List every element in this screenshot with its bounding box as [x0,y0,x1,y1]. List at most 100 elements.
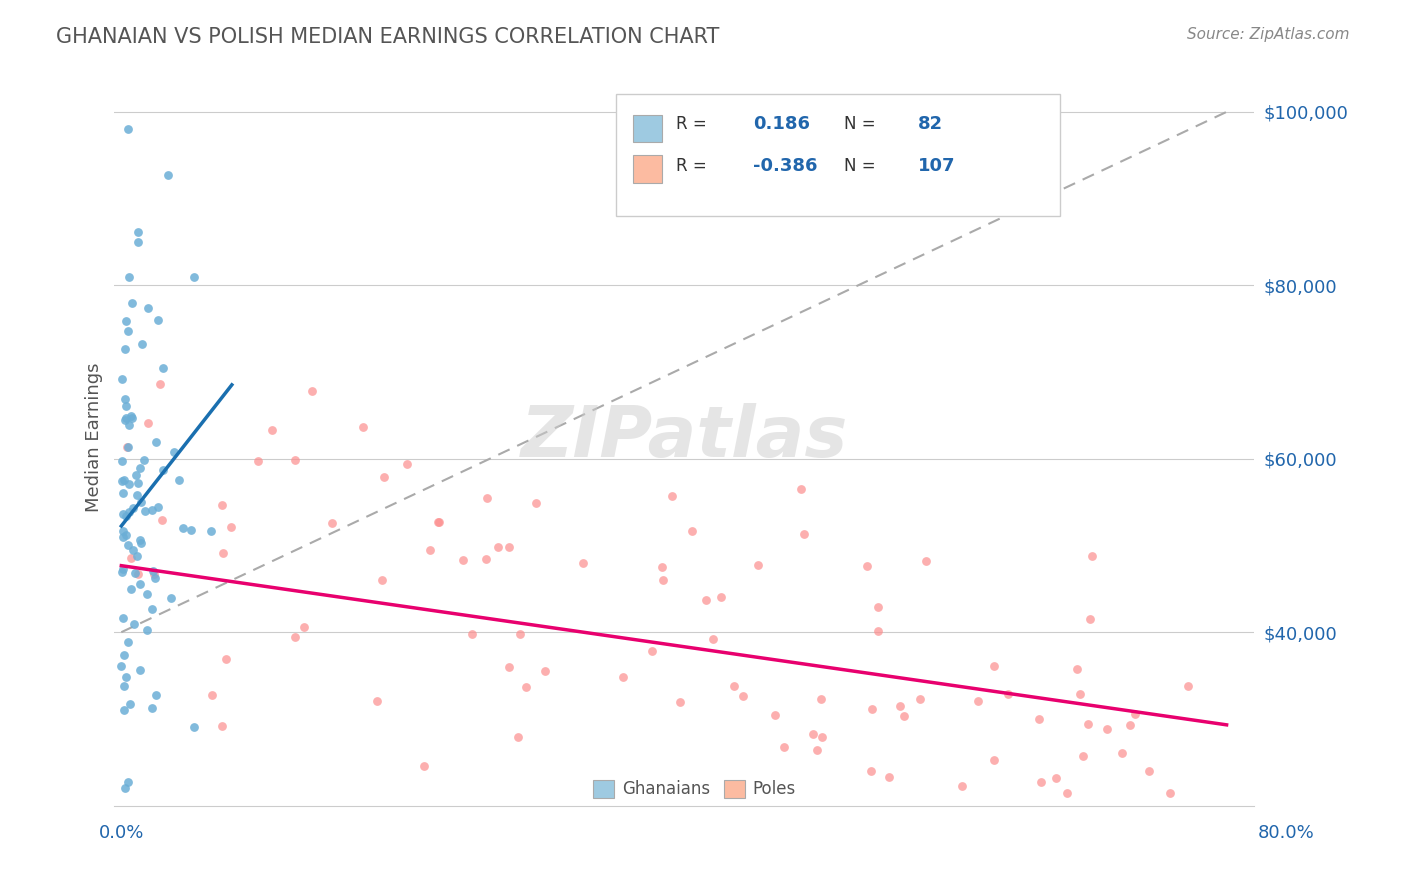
Point [1149,816,1171,830]
Text: GHANAIAN VS POLISH MEDIAN EARNINGS CORRELATION CHART: GHANAIAN VS POLISH MEDIAN EARNINGS CORRE… [56,27,720,46]
Point [183,720,205,734]
Point [474,551,496,566]
Point [1077,816,1099,830]
Point [219,520,242,534]
Point [122,543,145,558]
Point [1094,813,1116,827]
Text: Source: ZipAtlas.com: Source: ZipAtlas.com [1187,27,1350,42]
Point [127,235,149,249]
Point [371,573,394,587]
Point [127,567,149,582]
Point [152,361,174,376]
Point [138,301,160,315]
Point [1069,687,1091,701]
Point [731,690,754,704]
Point [292,620,315,634]
Point [506,730,529,744]
Point [117,635,139,649]
Point [813,806,835,821]
Text: 80.0%: 80.0% [1258,824,1315,842]
Point [118,477,141,491]
Point [790,483,813,497]
Point [201,688,224,702]
Point [112,524,135,539]
Point [868,624,890,638]
Point [156,168,179,182]
Point [396,457,419,471]
Point [143,571,166,585]
Point [122,500,145,515]
Point [211,546,233,560]
Point [118,270,141,285]
Point [136,417,159,431]
Text: -0.386: -0.386 [752,157,817,175]
Point [180,523,202,537]
FancyBboxPatch shape [593,780,613,798]
Point [498,540,520,554]
Point [129,495,152,509]
Point [118,504,141,518]
Point [120,697,142,711]
Point [114,413,136,427]
Point [115,670,138,684]
Point [825,816,848,830]
Text: 0.186: 0.186 [752,115,810,133]
Point [131,337,153,351]
Text: 82: 82 [918,115,943,133]
Point [1095,722,1118,736]
Point [200,524,222,538]
Point [129,536,152,550]
Point [111,562,134,576]
Point [419,542,441,557]
Text: R =: R = [676,157,707,175]
Point [695,593,717,607]
Point [773,739,796,754]
Point [571,556,593,570]
Point [860,764,883,779]
Point [524,496,547,510]
Point [451,553,474,567]
Point [125,467,148,482]
Point [747,558,769,572]
Point [967,816,990,830]
Text: N =: N = [844,115,876,133]
Point [983,753,1005,767]
Point [810,730,832,744]
Point [763,708,786,723]
Point [284,453,307,467]
Point [427,516,450,530]
Point [134,504,156,518]
Point [612,669,634,683]
Point [1137,764,1160,778]
Point [114,528,136,542]
Text: 107: 107 [918,157,956,175]
Point [1071,749,1094,764]
Point [114,473,136,487]
Point [211,498,233,512]
Point [125,488,148,502]
Point [118,417,141,432]
Point [111,453,134,467]
Point [114,392,136,407]
Point [112,703,135,717]
Point [1078,612,1101,626]
Point [818,805,841,819]
Text: Poles: Poles [752,780,796,798]
Point [120,582,142,596]
Point [810,692,832,706]
Point [651,559,673,574]
FancyBboxPatch shape [633,114,661,142]
Point [129,460,152,475]
Point [111,611,134,625]
Text: ZIPatlas: ZIPatlas [520,402,848,472]
Point [146,313,169,327]
Point [534,664,557,678]
Point [160,591,183,605]
Point [150,513,173,527]
Point [112,485,135,500]
Point [498,660,520,674]
Point [172,520,194,534]
Point [1077,717,1099,731]
Point [641,644,664,658]
Point [129,533,152,547]
